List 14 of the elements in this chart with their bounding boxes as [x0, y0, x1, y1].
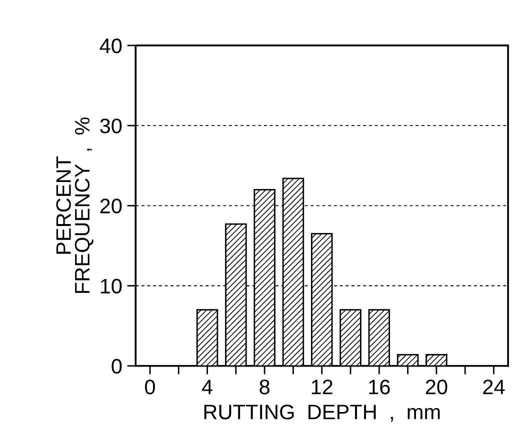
y-tick-label: 30	[100, 118, 122, 134]
y-tick-label: 10	[100, 278, 122, 294]
x-tick-label: 0	[145, 380, 155, 394]
y-tick-label: 0	[112, 358, 122, 374]
y-tick-label: 40	[100, 38, 122, 54]
x-tick-label: 20	[426, 380, 448, 394]
y-tick-label: 20	[100, 198, 122, 214]
y-axis-title: PERCENT FREQUENCY , %	[56, 117, 94, 293]
x-tick-label: 4	[202, 380, 212, 394]
x-tick-label: 12	[312, 380, 332, 394]
x-axis-title: RUTTING DEPTH , mm	[204, 404, 440, 422]
x-tick-label: 8	[260, 380, 270, 394]
x-tick-label: 24	[483, 380, 505, 394]
x-tick-label: 16	[369, 380, 390, 394]
